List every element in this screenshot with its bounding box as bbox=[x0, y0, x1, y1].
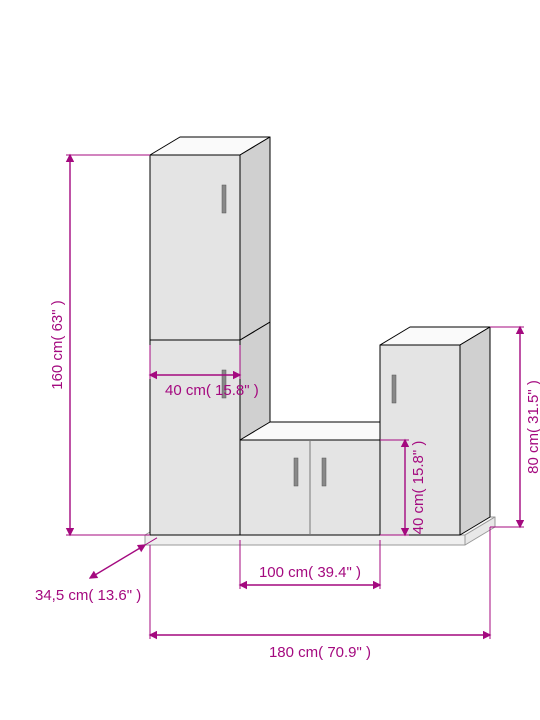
dim-height-right: 80 cm( 31.5" ) bbox=[525, 380, 540, 474]
dimension-line bbox=[90, 545, 145, 578]
left-upper-cabinet-side bbox=[240, 137, 270, 340]
left-lower-cabinet-front bbox=[150, 340, 240, 535]
center-cabinet-handle bbox=[322, 458, 326, 486]
left-upper-cabinet-handle bbox=[222, 185, 226, 213]
dim-width-center: 100 cm( 39.4" ) bbox=[259, 564, 361, 581]
dim-width-total: 180 cm( 70.9" ) bbox=[269, 644, 371, 661]
right-cabinet-side bbox=[460, 327, 490, 535]
center-cabinet-handle bbox=[294, 458, 298, 486]
floor-front bbox=[145, 535, 465, 545]
furniture-dimension-diagram: 160 cm( 63" ) 40 cm( 15.8" ) 100 cm( 39.4"… bbox=[0, 0, 540, 720]
dim-height-center: 40 cm( 15.8" ) bbox=[410, 441, 427, 535]
right-cabinet-handle bbox=[392, 375, 396, 403]
dim-depth: 34,5 cm( 13.6" ) bbox=[35, 587, 141, 604]
left-upper-cabinet-front bbox=[150, 155, 240, 340]
dim-height-total: 160 cm( 63" ) bbox=[49, 300, 66, 390]
dim-width-left: 40 cm( 15.8" ) bbox=[165, 382, 259, 399]
